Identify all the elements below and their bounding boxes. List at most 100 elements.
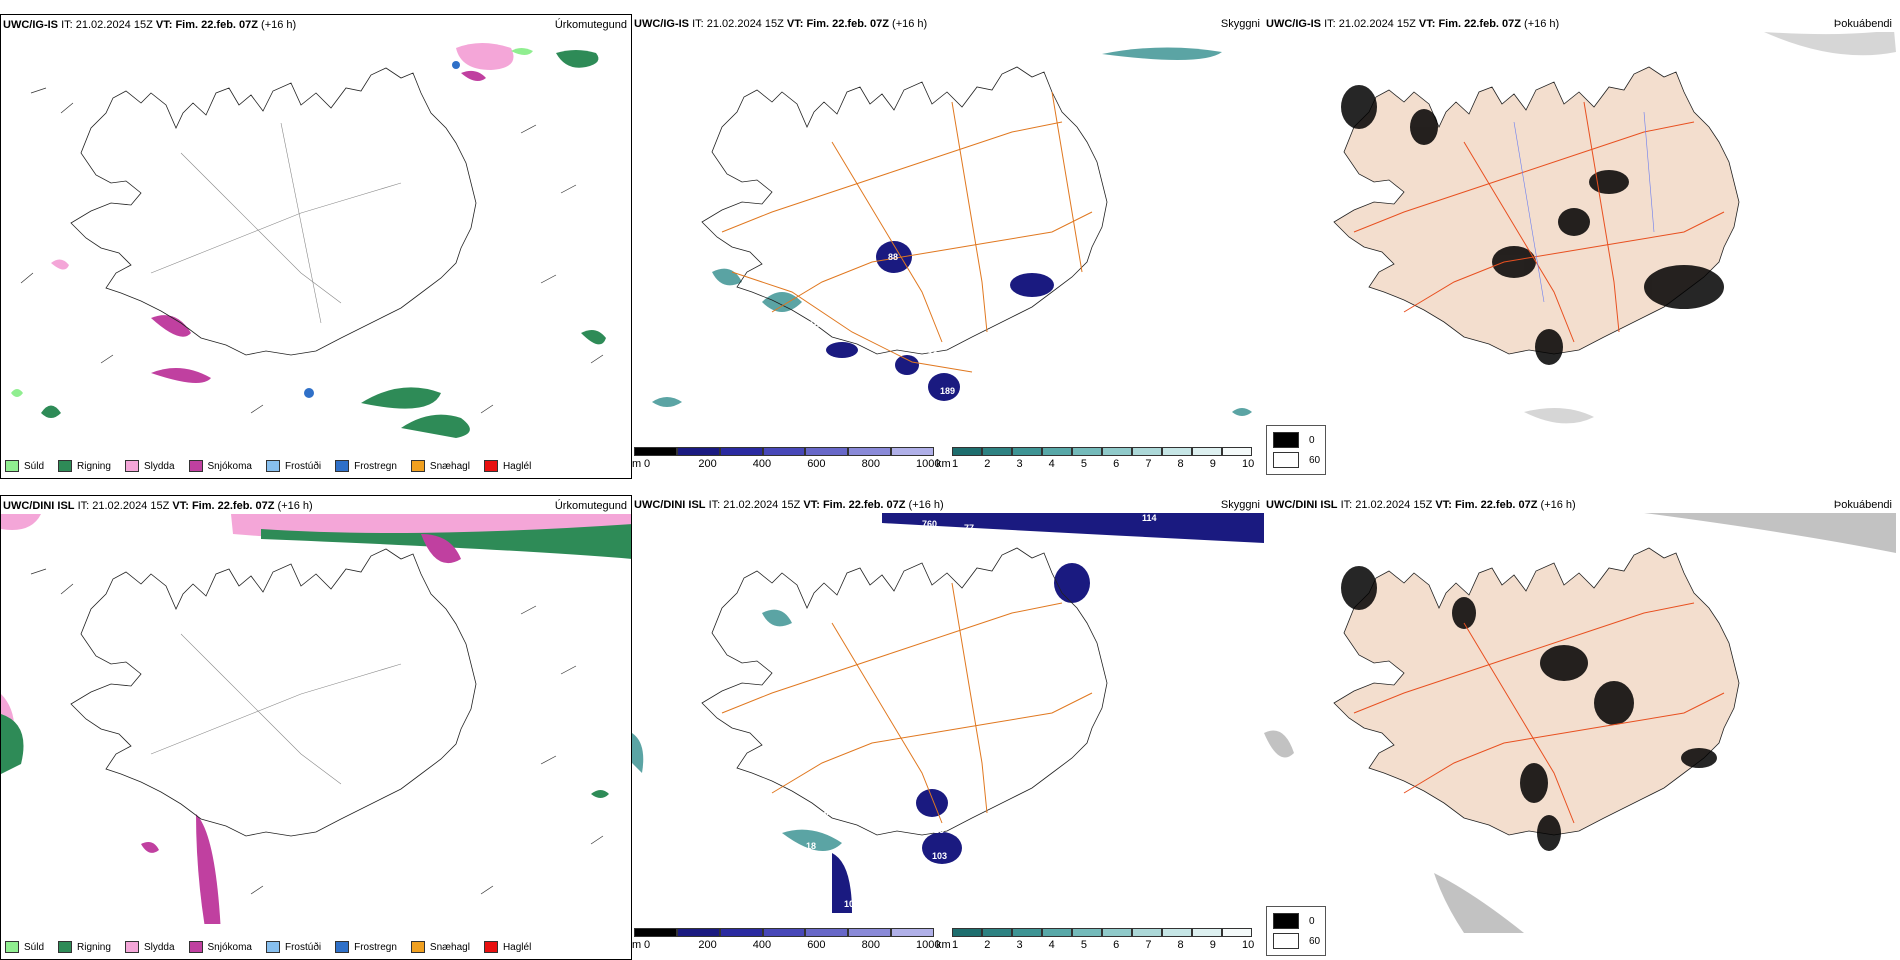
legend-label: Slydda <box>143 941 175 953</box>
fog-legend-black <box>1273 432 1299 448</box>
colorbar-segment <box>676 928 720 937</box>
colorbar-segment <box>1192 447 1222 456</box>
legend-swatch <box>5 941 19 953</box>
panel-header: UWC/DINI ISL IT: 21.02.2024 15Z VT: Fim.… <box>1266 499 1576 511</box>
colorbar-tick: 4 <box>1048 458 1055 470</box>
legend-item: Snjókoma <box>188 941 252 953</box>
legend-label: Snæhagl <box>429 941 470 953</box>
colorbar-segment <box>1042 928 1072 937</box>
legend-item: Rigning <box>58 941 111 953</box>
colorbar-tick: 7 <box>1145 458 1152 470</box>
colorbar-segment <box>762 447 806 456</box>
visibility-value-label: 23 <box>934 825 944 835</box>
colorbar-tick: 8 <box>1177 458 1184 470</box>
legend-label: Slydda <box>143 460 175 472</box>
fog-legend-white-label: 60 <box>1309 454 1321 466</box>
fog-legend-black <box>1273 913 1299 929</box>
colorbar-segment <box>982 928 1012 937</box>
colorbar-segment <box>1012 447 1042 456</box>
fog-legend: 0 60 <box>1266 425 1326 475</box>
colorbar-segment <box>1162 928 1192 937</box>
colorbar-tick: 1 <box>952 458 959 470</box>
legend-label: Frostúði <box>284 941 322 953</box>
fog-legend: 0 60 <box>1266 906 1326 956</box>
panel-precip-type-dini: UWC/DINI ISL IT: 21.02.2024 15Z VT: Fim.… <box>0 495 632 960</box>
colorbar-segment <box>634 447 677 456</box>
colorbar-segment <box>848 928 892 937</box>
fog-legend-white <box>1273 933 1299 949</box>
visibility-value-label: 18 <box>806 841 816 851</box>
panel-visibility-igis: UWC/IG-IS IT: 21.02.2024 15Z VT: Fim. 22… <box>632 14 1264 479</box>
legend-item: Slydda <box>124 941 175 953</box>
colorbar-segment <box>1162 447 1192 456</box>
colorbar-tick: 2 <box>984 458 991 470</box>
visibility-value-label: 715 <box>804 320 819 330</box>
visibility-value-label: 53 <box>772 360 782 370</box>
legend-swatch <box>265 941 280 953</box>
legend-label: Súld <box>24 941 45 953</box>
panel-header: UWC/DINI ISL IT: 21.02.2024 15Z VT: Fim.… <box>3 500 313 512</box>
colorbar-segment <box>676 447 720 456</box>
fog-legend-white <box>1273 452 1299 468</box>
colorbar-tick: 5 <box>1080 458 1087 470</box>
colorbar-tick: 1 <box>952 939 959 951</box>
colorbar-unit-m: m <box>632 939 642 951</box>
visibility-value-label: 28 <box>1192 575 1202 585</box>
panel-title: Úrkomutegund <box>554 500 627 512</box>
fog-legend-black-label: 0 <box>1309 434 1315 446</box>
visibility-value-label: 27 <box>1110 585 1120 595</box>
visibility-value-label: 77 <box>964 523 974 533</box>
visibility-value-label: 131 <box>928 350 943 360</box>
legend-item: Snæhagl <box>410 460 470 472</box>
panel-header: UWC/IG-IS IT: 21.02.2024 15Z VT: Fim. 22… <box>634 18 928 30</box>
visibility-value-label: 100 <box>914 374 929 384</box>
colorbar-tick: 3 <box>1016 939 1023 951</box>
colorbar-segment <box>1132 447 1162 456</box>
colorbar-tick: 1000 <box>916 458 941 470</box>
colorbar-tick: 9 <box>1209 458 1216 470</box>
colorbar-segment <box>1072 928 1102 937</box>
legend-label: Súld <box>24 460 45 472</box>
visibility-colorbar: m 0 200 400 600 800 1000 km 1 2 3 4 5 6 7 8 9 10 <box>632 928 1264 954</box>
colorbar-tick: 2 <box>984 939 991 951</box>
legend-label: Frostregn <box>354 460 397 472</box>
legend-item: Frostúði <box>265 460 321 472</box>
panel-fog-igis: UWC/IG-IS IT: 21.02.2024 15Z VT: Fim. 22… <box>1264 14 1896 479</box>
colorbar-segment <box>719 928 763 937</box>
visibility-value-label: 42 <box>704 721 714 731</box>
panel-title: Skyggni <box>1220 499 1260 511</box>
legend-label: Haglél <box>502 460 532 472</box>
colorbar-segment <box>891 928 934 937</box>
colorbar-tick: 3 <box>1016 458 1023 470</box>
colorbar-tick: 7 <box>1145 939 1152 951</box>
panel-title: Skyggni <box>1220 18 1260 30</box>
fog-map <box>1264 513 1896 933</box>
legend-label: Snjókoma <box>207 941 252 953</box>
colorbar-tick: 9 <box>1209 939 1216 951</box>
legend-item: Haglél <box>483 941 531 953</box>
colorbar-tick: 4 <box>1048 939 1055 951</box>
visibility-value-label: 45 <box>824 807 834 817</box>
colorbar-segment <box>762 928 806 937</box>
panel-title: Þokuábendi <box>1833 499 1892 511</box>
colorbar-tick: 6 <box>1113 458 1120 470</box>
legend-item: Frostregn <box>335 941 397 953</box>
colorbar-segment <box>952 447 982 456</box>
precip-map <box>1 514 631 924</box>
colorbar-tick: 0 <box>644 939 651 951</box>
colorbar-segment <box>1222 447 1252 456</box>
colorbar-tick: 800 <box>861 939 880 951</box>
panel-header: UWC/IG-IS IT: 21.02.2024 15Z VT: Fim. 22… <box>1266 18 1560 30</box>
visibility-value-label: 17 <box>650 805 660 815</box>
precip-legend: Súld Rigning Slydda Snjókoma Frostúði Frostre… <box>5 460 531 472</box>
fog-legend-white-label: 60 <box>1309 935 1321 947</box>
legend-label: Snjókoma <box>207 460 252 472</box>
colorbar-segment <box>1012 928 1042 937</box>
colorbar-segment <box>891 447 934 456</box>
colorbar-tick: 200 <box>698 458 717 470</box>
colorbar-segment <box>1042 447 1072 456</box>
legend-swatch <box>265 460 280 472</box>
legend-label: Snæhagl <box>429 460 470 472</box>
visibility-value-label: 114 <box>1142 513 1157 523</box>
colorbar-tick: 600 <box>807 939 826 951</box>
